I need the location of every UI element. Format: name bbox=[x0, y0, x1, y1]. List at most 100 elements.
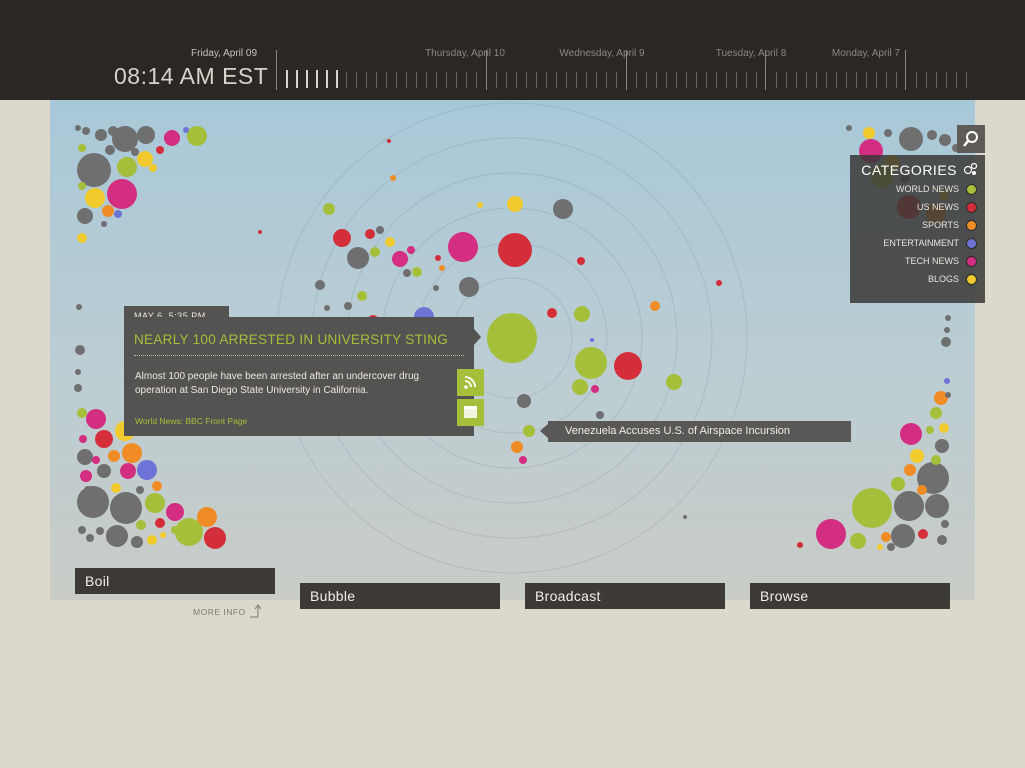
news-bubble[interactable] bbox=[75, 125, 81, 131]
news-bubble[interactable] bbox=[85, 188, 105, 208]
news-bubble[interactable] bbox=[716, 280, 722, 286]
news-bubble[interactable] bbox=[145, 493, 165, 513]
news-bubble[interactable] bbox=[183, 127, 189, 133]
news-bubble[interactable] bbox=[114, 210, 122, 218]
news-bubble[interactable] bbox=[333, 229, 351, 247]
nav-boil-button[interactable]: Boil bbox=[75, 568, 275, 594]
news-bubble[interactable] bbox=[925, 494, 949, 518]
news-bubble[interactable] bbox=[108, 126, 118, 136]
category-item[interactable]: WORLD NEWS bbox=[896, 182, 977, 196]
news-bubble[interactable] bbox=[105, 145, 115, 155]
search-button[interactable] bbox=[957, 125, 985, 153]
bubble-field[interactable] bbox=[50, 100, 975, 600]
news-bubble[interactable] bbox=[941, 520, 949, 528]
news-bubble[interactable] bbox=[107, 179, 137, 209]
nav-browse-button[interactable]: Browse bbox=[750, 583, 950, 609]
news-bubble[interactable] bbox=[487, 313, 537, 363]
news-bubble[interactable] bbox=[86, 534, 94, 542]
news-bubble[interactable] bbox=[160, 532, 166, 538]
news-bubble[interactable] bbox=[507, 196, 523, 212]
news-bubble[interactable] bbox=[519, 456, 527, 464]
news-bubble[interactable] bbox=[930, 407, 942, 419]
category-item[interactable]: TECH NEWS bbox=[905, 254, 977, 268]
news-bubble[interactable] bbox=[164, 130, 180, 146]
news-bubble[interactable] bbox=[945, 392, 951, 398]
news-bubble[interactable] bbox=[171, 526, 179, 534]
news-bubble[interactable] bbox=[97, 464, 111, 478]
news-bubble[interactable] bbox=[78, 526, 86, 534]
news-bubble[interactable] bbox=[439, 265, 445, 271]
news-bubble[interactable] bbox=[137, 126, 155, 144]
news-bubble[interactable] bbox=[917, 485, 927, 495]
news-bubble[interactable] bbox=[75, 369, 81, 375]
category-item[interactable]: US NEWS bbox=[917, 200, 977, 214]
news-bubble[interactable] bbox=[937, 535, 947, 545]
news-bubble[interactable] bbox=[102, 205, 114, 217]
news-bubble[interactable] bbox=[574, 306, 590, 322]
news-bubble[interactable] bbox=[523, 425, 535, 437]
news-bubble[interactable] bbox=[155, 518, 165, 528]
news-bubble[interactable] bbox=[156, 146, 164, 154]
news-bubble[interactable] bbox=[935, 439, 949, 453]
news-bubble[interactable] bbox=[939, 423, 949, 433]
news-bubble[interactable] bbox=[517, 394, 531, 408]
news-bubble[interactable] bbox=[927, 130, 937, 140]
news-bubble[interactable] bbox=[407, 246, 415, 254]
news-bubble[interactable] bbox=[894, 491, 924, 521]
news-bubble[interactable] bbox=[357, 291, 367, 301]
more-info-link[interactable]: MORE INFO bbox=[193, 607, 246, 617]
news-bubble[interactable] bbox=[498, 233, 532, 267]
news-bubble[interactable] bbox=[77, 486, 109, 518]
news-bubble[interactable] bbox=[136, 520, 146, 530]
news-bubble[interactable] bbox=[315, 280, 325, 290]
news-bubble[interactable] bbox=[79, 435, 87, 443]
news-bubble[interactable] bbox=[650, 301, 660, 311]
news-bubble[interactable] bbox=[344, 302, 352, 310]
news-bubble[interactable] bbox=[910, 449, 924, 463]
news-bubble[interactable] bbox=[187, 126, 207, 146]
news-bubble[interactable] bbox=[110, 492, 142, 524]
news-bubble[interactable] bbox=[887, 543, 895, 551]
news-bubble[interactable] bbox=[577, 257, 585, 265]
news-bubble[interactable] bbox=[76, 304, 82, 310]
news-bubble[interactable] bbox=[385, 237, 395, 247]
news-bubble[interactable] bbox=[77, 208, 93, 224]
news-bubble[interactable] bbox=[863, 127, 875, 139]
news-bubble[interactable] bbox=[392, 251, 408, 267]
news-bubble[interactable] bbox=[846, 125, 852, 131]
news-bubble[interactable] bbox=[816, 519, 846, 549]
news-bubble[interactable] bbox=[111, 483, 121, 493]
news-bubble[interactable] bbox=[591, 385, 599, 393]
news-bubble[interactable] bbox=[175, 518, 203, 546]
news-bubble[interactable] bbox=[939, 134, 951, 146]
news-bubble[interactable] bbox=[387, 139, 391, 143]
news-bubble[interactable] bbox=[147, 535, 157, 545]
news-bubble[interactable] bbox=[166, 503, 184, 521]
news-bubble[interactable] bbox=[324, 305, 330, 311]
news-bubble[interactable] bbox=[131, 536, 143, 548]
news-bubble[interactable] bbox=[197, 507, 217, 527]
news-bubble[interactable] bbox=[117, 157, 137, 177]
news-bubble[interactable] bbox=[77, 449, 93, 465]
news-bubble[interactable] bbox=[95, 430, 113, 448]
news-bubble[interactable] bbox=[347, 247, 369, 269]
nav-broadcast-button[interactable]: Broadcast bbox=[525, 583, 725, 609]
news-bubble[interactable] bbox=[258, 230, 262, 234]
news-bubble[interactable] bbox=[80, 470, 92, 482]
news-bubble[interactable] bbox=[945, 315, 951, 321]
rss-button[interactable] bbox=[457, 369, 484, 396]
news-bubble[interactable] bbox=[904, 464, 916, 476]
news-bubble[interactable] bbox=[614, 352, 642, 380]
news-bubble[interactable] bbox=[918, 529, 928, 539]
news-bubble[interactable] bbox=[204, 527, 226, 549]
news-bubble[interactable] bbox=[149, 164, 157, 172]
news-bubble[interactable] bbox=[852, 488, 892, 528]
news-bubble[interactable] bbox=[900, 423, 922, 445]
news-bubble[interactable] bbox=[376, 226, 384, 234]
news-bubble[interactable] bbox=[683, 515, 687, 519]
news-bubble[interactable] bbox=[108, 450, 120, 462]
news-bubble[interactable] bbox=[575, 347, 607, 379]
news-bubble[interactable] bbox=[459, 277, 479, 297]
news-bubble[interactable] bbox=[390, 175, 396, 181]
news-bubble[interactable] bbox=[596, 411, 604, 419]
